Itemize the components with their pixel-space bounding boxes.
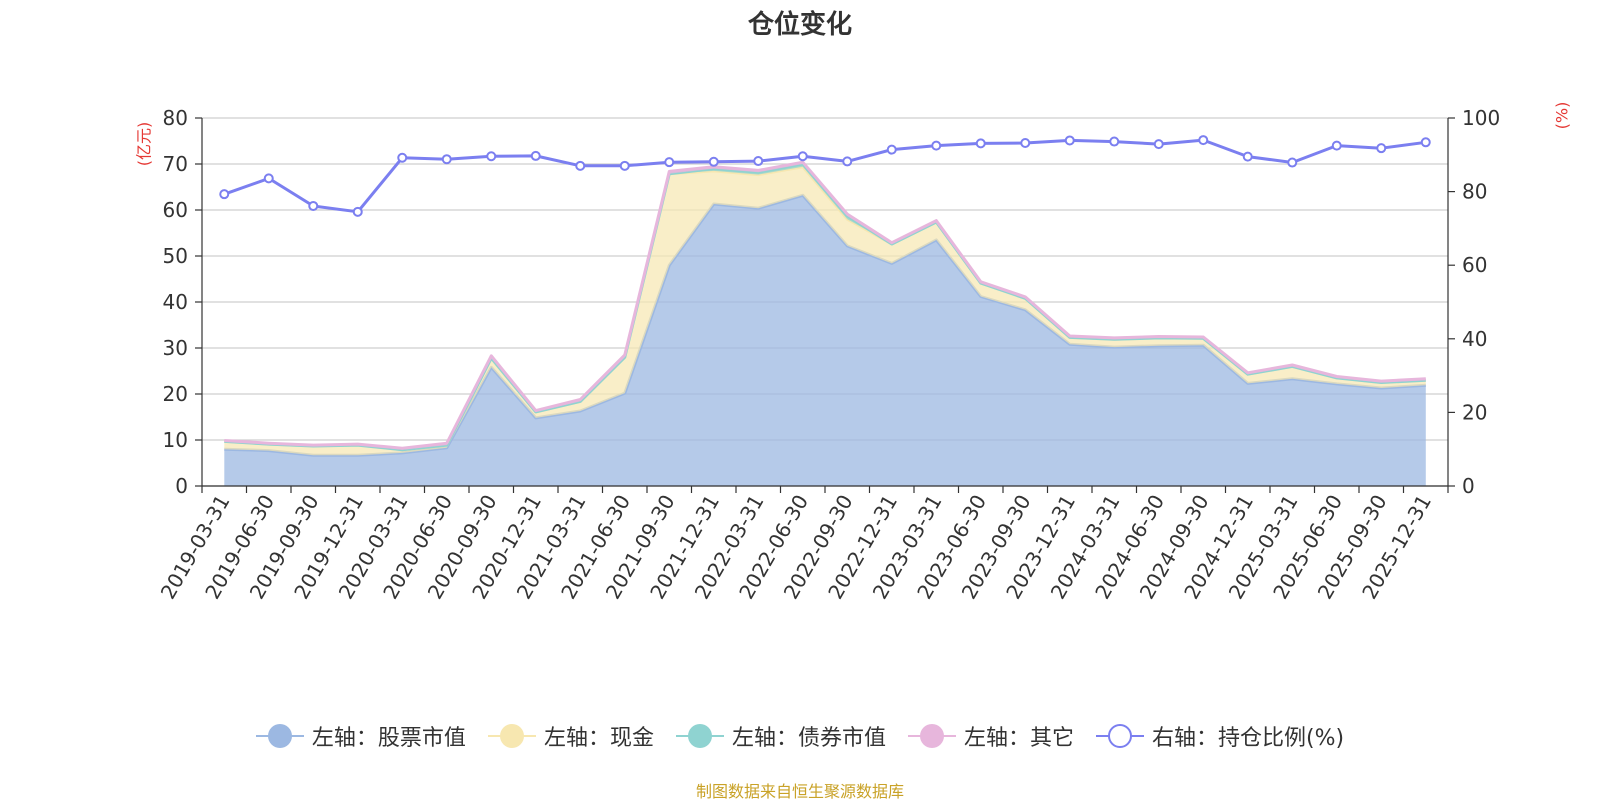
left-axis-tick-label: 80 bbox=[163, 106, 188, 130]
ratio-point bbox=[1376, 143, 1387, 154]
legend-stock-value[interactable]: 左轴：股票市值 bbox=[255, 720, 466, 752]
left-axis-tick-label: 10 bbox=[163, 428, 188, 452]
left-axis-tick-label: 60 bbox=[163, 198, 188, 222]
ratio-point bbox=[975, 138, 986, 149]
left-axis-tick-label: 20 bbox=[163, 382, 188, 406]
ratio-point bbox=[619, 160, 630, 171]
right-axis-tick-label: 40 bbox=[1462, 327, 1487, 351]
ratio-point bbox=[1242, 151, 1253, 162]
ratio-line-series bbox=[219, 135, 1431, 217]
legend-cash[interactable]: 左轴：现金 bbox=[487, 720, 654, 752]
ratio-point bbox=[308, 200, 319, 211]
ratio-point bbox=[708, 156, 719, 167]
ratio-point bbox=[441, 154, 452, 165]
legend-swatch bbox=[255, 724, 304, 748]
area-series bbox=[224, 160, 1426, 487]
legend-label: 左轴：股票市值 bbox=[311, 726, 466, 751]
ratio-point bbox=[1109, 136, 1120, 147]
right-axis-tick-label: 0 bbox=[1462, 474, 1475, 498]
right-axis-tick-label: 60 bbox=[1462, 253, 1487, 277]
legend-position-ratio[interactable]: 右轴：持仓比例(%) bbox=[1095, 720, 1345, 752]
left-axis-tick-label: 50 bbox=[163, 244, 188, 268]
ratio-point bbox=[842, 156, 853, 167]
left-axis-tick-label: 0 bbox=[175, 474, 188, 498]
legend-label: 左轴：其它 bbox=[963, 726, 1074, 751]
legend-swatch bbox=[907, 724, 956, 748]
legend-label: 右轴：持仓比例(%) bbox=[1151, 726, 1345, 751]
ratio-point bbox=[1020, 138, 1031, 149]
chart-title: 仓位变化 bbox=[747, 10, 852, 40]
ratio-point bbox=[931, 140, 942, 151]
ratio-point bbox=[664, 157, 675, 168]
ratio-point bbox=[1287, 157, 1298, 168]
left-axis-tick-label: 70 bbox=[163, 152, 188, 176]
legend-swatch bbox=[487, 724, 536, 748]
ratio-point bbox=[530, 150, 541, 161]
legend-swatch bbox=[1095, 724, 1144, 748]
ratio-point bbox=[263, 173, 274, 184]
ratio-point bbox=[1420, 137, 1431, 148]
ratio-point bbox=[486, 151, 497, 162]
legend-label: 左轴：债券市值 bbox=[731, 726, 886, 751]
ratio-point bbox=[1153, 139, 1164, 150]
left-axis-tick-label: 30 bbox=[163, 336, 188, 360]
ratio-point bbox=[797, 151, 808, 162]
ratio-point bbox=[886, 144, 897, 155]
legend-bond-value[interactable]: 左轴：债券市值 bbox=[675, 720, 886, 752]
legend: 左轴：股票市值 左轴：现金 左轴：债券市值 左轴：其它 右轴：持仓比例(%) bbox=[0, 720, 1600, 752]
legend-other[interactable]: 左轴：其它 bbox=[907, 720, 1074, 752]
stock-value-area bbox=[224, 195, 1426, 487]
ratio-point bbox=[1331, 140, 1342, 151]
ratio-line bbox=[223, 138, 1426, 214]
ratio-point bbox=[219, 189, 230, 200]
legend-label: 左轴：现金 bbox=[543, 726, 654, 751]
chart-plot: 010203040506070800204060801002019-03-312… bbox=[156, 106, 1501, 603]
ratio-point bbox=[397, 152, 408, 163]
ratio-point bbox=[1064, 135, 1075, 146]
source-note: 制图数据来自恒生聚源数据库 bbox=[695, 782, 904, 800]
ratio-point bbox=[1198, 135, 1209, 146]
right-axis-tick-label: 20 bbox=[1462, 400, 1487, 424]
right-axis-tick-label: 100 bbox=[1462, 106, 1500, 130]
ratio-point bbox=[753, 156, 764, 167]
other-area-line bbox=[224, 160, 1426, 450]
ratio-point bbox=[575, 160, 586, 171]
ratio-point bbox=[352, 206, 363, 217]
legend-swatch bbox=[675, 724, 724, 748]
right-axis-tick-label: 80 bbox=[1462, 180, 1487, 204]
left-axis-tick-label: 40 bbox=[163, 290, 188, 314]
